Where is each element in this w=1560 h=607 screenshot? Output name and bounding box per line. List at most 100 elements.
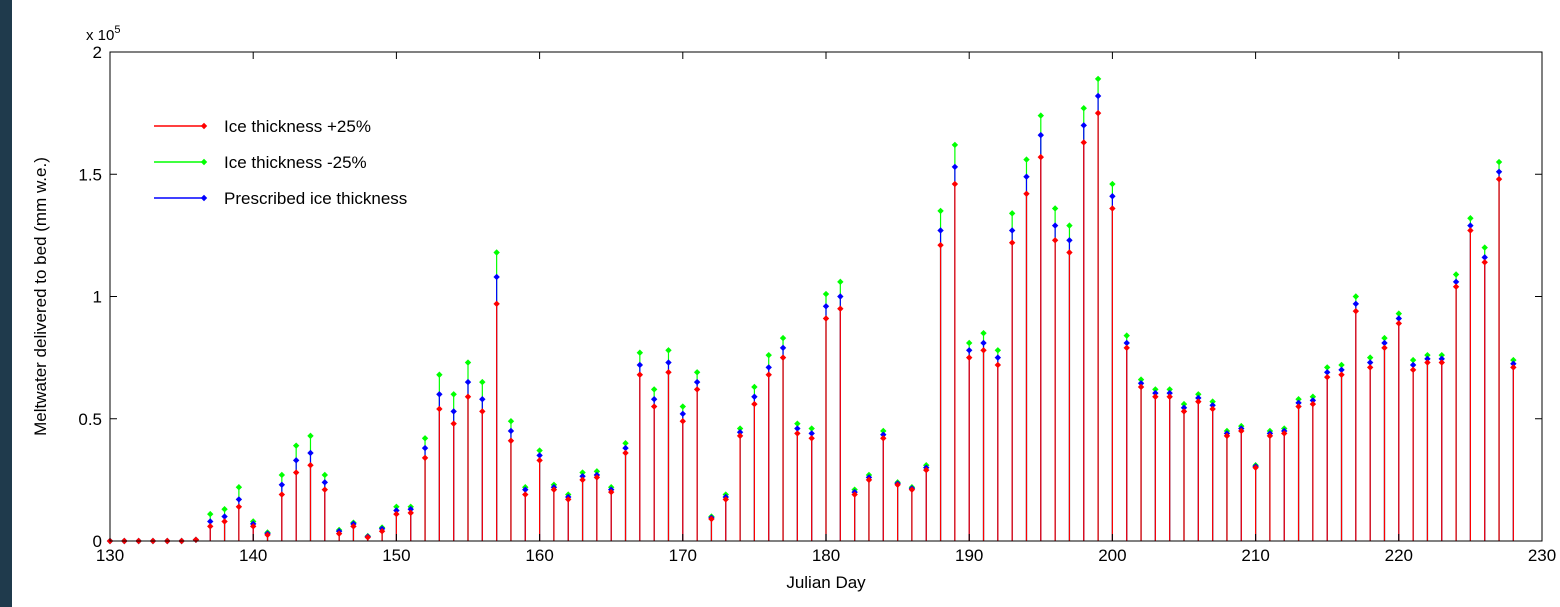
stem-marker xyxy=(693,369,701,376)
stem-marker xyxy=(751,383,758,391)
stem-marker xyxy=(479,395,486,403)
y-exponent-base: x 10 xyxy=(86,27,114,44)
stem-marker xyxy=(1381,334,1388,342)
stem-marker xyxy=(407,506,414,513)
legend: Ice thickness +25% Ice thickness -25% Pres… xyxy=(154,117,407,208)
x-tick-label: 170 xyxy=(669,546,697,565)
stem-marker xyxy=(779,344,787,352)
stem-marker xyxy=(507,427,515,435)
stem-marker xyxy=(837,278,844,286)
stem-marker xyxy=(1223,432,1231,440)
y-tick-label: 1.5 xyxy=(78,165,102,184)
stem-marker xyxy=(679,410,686,418)
stem-marker xyxy=(550,486,558,493)
stem-marker xyxy=(1094,92,1102,100)
stem-marker xyxy=(736,425,744,432)
stem-marker xyxy=(1424,351,1431,359)
stem-marker xyxy=(822,303,830,310)
stem-marker xyxy=(479,378,486,386)
x-tick-label: 220 xyxy=(1385,546,1413,565)
stem-marker xyxy=(1481,244,1488,251)
y-tick-label: 2 xyxy=(93,43,102,62)
stem-marker xyxy=(751,393,758,400)
stem-marker xyxy=(522,486,529,493)
stem-marker xyxy=(1137,376,1145,383)
stem-marker xyxy=(1123,344,1130,352)
stem-marker xyxy=(736,428,744,436)
stem-marker xyxy=(665,347,672,354)
y-exponent-label: x 105 xyxy=(86,24,120,44)
stem-marker xyxy=(1008,227,1016,234)
stem-marker xyxy=(994,347,1002,354)
stem-marker xyxy=(1338,371,1345,378)
stem-marker xyxy=(1366,354,1374,361)
stem-marker xyxy=(235,496,243,503)
stem-marker xyxy=(1338,366,1345,374)
stem-marker xyxy=(421,435,429,442)
stem-marker xyxy=(1281,430,1288,437)
stem-marker xyxy=(493,273,500,281)
stem-marker xyxy=(794,430,801,437)
stem-marker xyxy=(1066,222,1073,229)
y-tick-label: 1 xyxy=(93,288,102,307)
stem-marker xyxy=(966,347,973,354)
stem-marker xyxy=(1438,351,1445,359)
stem-marker xyxy=(378,528,386,535)
stem-marker xyxy=(1037,131,1044,139)
stem-marker xyxy=(493,300,500,308)
stem-marker xyxy=(923,466,930,474)
stem-marker xyxy=(1209,398,1216,405)
stem-marker xyxy=(250,523,257,530)
stem-marker xyxy=(980,347,987,354)
stem-marker xyxy=(1467,222,1474,229)
stem-marker xyxy=(1424,355,1431,363)
stem-marker xyxy=(1510,360,1517,367)
stem-marker xyxy=(1366,359,1374,366)
stem-marker xyxy=(1481,254,1488,261)
stem-marker xyxy=(622,440,629,447)
legend-swatch-marker xyxy=(200,158,208,166)
stem-marker xyxy=(507,417,515,425)
stem-marker xyxy=(393,503,400,510)
stem-marker xyxy=(980,339,987,347)
stem-marker xyxy=(1352,307,1360,315)
stem-marker xyxy=(1180,404,1188,411)
stem-marker xyxy=(822,290,830,298)
stem-marker xyxy=(1008,210,1016,217)
stem-marker xyxy=(235,503,243,510)
x-tick-label: 200 xyxy=(1098,546,1126,565)
stem-marker xyxy=(1295,399,1302,407)
stem-marker xyxy=(1123,339,1130,347)
stem-marker xyxy=(951,141,959,149)
stem-marker xyxy=(951,180,959,188)
stem-marker xyxy=(765,351,772,359)
stem-marker xyxy=(1452,283,1460,290)
stem-marker xyxy=(894,481,901,488)
stem-marker xyxy=(650,395,658,403)
stem-marker xyxy=(393,510,400,518)
stem-marker xyxy=(1152,386,1159,393)
stem-marker xyxy=(1051,205,1059,212)
legend-entry: Prescribed ice thickness xyxy=(154,189,407,208)
stem-marker xyxy=(937,241,944,249)
legend-swatch-marker xyxy=(200,122,208,130)
stem-marker xyxy=(622,449,629,457)
stem-marker xyxy=(880,435,887,442)
stem-marker xyxy=(407,509,414,517)
stem-marker xyxy=(1324,369,1331,376)
stem-marker xyxy=(736,432,744,440)
stem-marker xyxy=(264,531,271,539)
stem-marker xyxy=(393,507,400,514)
stem-marker xyxy=(464,378,472,386)
stem-marker xyxy=(450,391,457,398)
stem-marker xyxy=(851,491,858,498)
stem-marker xyxy=(1295,395,1302,403)
x-tick-label: 180 xyxy=(812,546,840,565)
stem-marker xyxy=(722,496,729,503)
stem-marker xyxy=(1037,112,1044,119)
stem-marker xyxy=(1195,398,1202,405)
x-tick-label: 130 xyxy=(96,546,124,565)
y-exponent-power: 5 xyxy=(114,24,120,36)
stem-marker xyxy=(1137,380,1145,387)
stem-marker xyxy=(1209,402,1216,409)
